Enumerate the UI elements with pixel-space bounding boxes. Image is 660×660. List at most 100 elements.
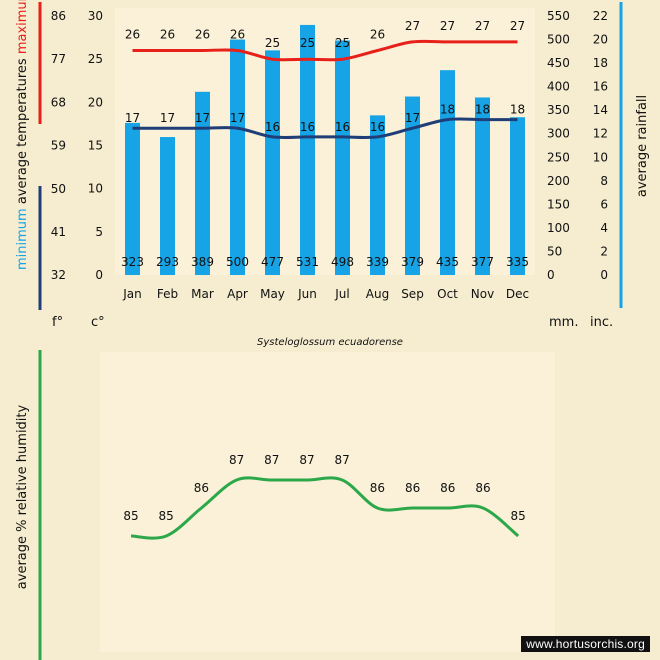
humidity-label: 85 (159, 509, 174, 523)
humidity-axis-title: average % relative humidity (15, 404, 30, 589)
rainfall-bar (230, 39, 245, 275)
fahrenheit-tick: 50 (51, 182, 66, 196)
min-temp-label: 17 (230, 111, 245, 125)
rainfall-bar (370, 115, 385, 275)
min-temp-label: 17 (195, 111, 210, 125)
month-label: Apr (227, 287, 248, 301)
max-temp-label: 25 (335, 36, 350, 50)
rainfall-value-label: 377 (471, 255, 494, 269)
celsius-tick: 30 (88, 9, 103, 23)
max-temp-label: 27 (440, 19, 455, 33)
inches-tick: 8 (600, 174, 608, 188)
inches-tick: 4 (600, 221, 608, 235)
credit-text: www.hortusorchis.org (521, 636, 650, 652)
rainfall-bar (195, 91, 210, 275)
average-label: average (15, 147, 30, 208)
humidity-label: 86 (405, 481, 420, 495)
fahrenheit-tick: 59 (51, 139, 66, 153)
rainfall-value-label: 500 (226, 255, 249, 269)
rainfall-value-label: 477 (261, 255, 284, 269)
rainfall-bar (405, 96, 420, 275)
inches-tick: 18 (593, 56, 608, 70)
mm-tick: 500 (547, 33, 570, 47)
maximum-label: maximum (15, 0, 30, 58)
celsius-tick: 0 (95, 268, 103, 282)
rainfall-bar (300, 24, 315, 276)
rainfall-value-label: 293 (156, 255, 179, 269)
max-temp-label: 27 (510, 19, 525, 33)
humidity-label: 86 (440, 481, 455, 495)
rainfall-value-label: 435 (436, 255, 459, 269)
rainfall-value-label: 379 (401, 255, 424, 269)
humidity-label: 85 (123, 509, 138, 523)
humidity-label: 86 (475, 481, 490, 495)
rainfall-bar (265, 50, 280, 276)
minimum-label: minimum (15, 208, 30, 270)
left-axis-title: minimum average temperatures maximum (15, 0, 30, 270)
inches-tick: 16 (593, 80, 608, 94)
humidity-label: 87 (229, 453, 244, 467)
max-temp-label: 27 (405, 19, 420, 33)
month-label: Jan (122, 287, 142, 301)
rainfall-bar (510, 117, 525, 275)
fahrenheit-unit-label: f° (52, 315, 63, 330)
min-temp-label: 18 (440, 103, 455, 117)
inches-tick: 20 (593, 33, 608, 47)
min-temp-label: 16 (370, 120, 385, 134)
inches-tick: 14 (593, 103, 608, 117)
month-label: Nov (471, 287, 494, 301)
inches-tick: 0 (600, 268, 608, 282)
inches-unit-label: inc. (590, 315, 613, 330)
rainfall-bar (125, 122, 140, 275)
fahrenheit-tick: 32 (51, 268, 66, 282)
rainfall-bar (440, 70, 455, 276)
mm-tick: 150 (547, 197, 570, 211)
mm-tick: 550 (547, 9, 570, 23)
mm-tick: 50 (547, 244, 562, 258)
min-temp-label: 16 (300, 120, 315, 134)
rainfall-bar (335, 40, 350, 275)
max-temp-label: 26 (160, 28, 175, 42)
fahrenheit-tick: 41 (51, 225, 66, 239)
mm-unit-label: mm. (549, 315, 578, 330)
right-axis-title: average rainfall (635, 95, 650, 197)
humidity-panel (100, 352, 555, 652)
inches-tick: 10 (593, 150, 608, 164)
mm-tick: 350 (547, 103, 570, 117)
min-temp-label: 18 (475, 103, 490, 117)
month-label: Dec (506, 287, 529, 301)
temperatures-label: temperatures (15, 58, 30, 147)
mm-tick: 0 (547, 268, 555, 282)
rainfall-value-label: 498 (331, 255, 354, 269)
humidity-label: 85 (511, 509, 526, 523)
min-temp-label: 16 (335, 120, 350, 134)
max-temp-label: 26 (125, 28, 140, 42)
inches-tick: 12 (593, 127, 608, 141)
rainfall-value-label: 531 (296, 255, 319, 269)
celsius-unit-label: c° (91, 315, 105, 330)
month-label: Feb (157, 287, 178, 301)
mm-tick: 300 (547, 127, 570, 141)
min-temp-label: 17 (405, 111, 420, 125)
rainfall-value-label: 335 (506, 255, 529, 269)
fahrenheit-tick: 86 (51, 9, 66, 23)
celsius-tick: 10 (88, 182, 103, 196)
plot-area (115, 8, 535, 275)
chart-title: Systeloglossum ecuadorense (257, 337, 403, 348)
max-temp-label: 27 (475, 19, 490, 33)
min-temp-label: 17 (160, 111, 175, 125)
month-label: Sep (401, 287, 424, 301)
max-temp-line (132, 39, 518, 62)
inches-tick: 22 (593, 9, 608, 23)
fahrenheit-tick: 77 (51, 52, 66, 66)
inches-tick: 2 (600, 244, 608, 258)
max-temp-label: 25 (300, 36, 315, 50)
inches-tick: 6 (600, 197, 608, 211)
rainfall-bar (160, 137, 175, 275)
max-temp-label: 26 (370, 28, 385, 42)
month-label: Jul (334, 287, 349, 301)
celsius-tick: 5 (95, 225, 103, 239)
mm-tick: 100 (547, 221, 570, 235)
